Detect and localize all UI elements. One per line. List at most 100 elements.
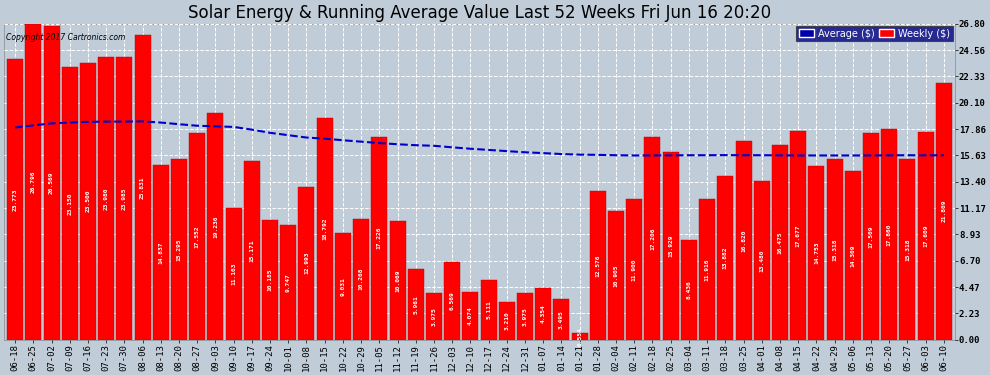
Text: 10.185: 10.185 xyxy=(267,268,272,291)
Bar xyxy=(790,131,806,340)
Bar xyxy=(827,159,842,340)
Text: 10.069: 10.069 xyxy=(395,269,400,292)
Text: 5.961: 5.961 xyxy=(413,295,418,314)
Text: 11.163: 11.163 xyxy=(231,263,237,285)
Text: 4.354: 4.354 xyxy=(541,305,545,324)
Bar xyxy=(627,200,643,340)
Text: 13.882: 13.882 xyxy=(723,247,728,269)
Text: Copyright 2017 Cartronics.com: Copyright 2017 Cartronics.com xyxy=(6,33,126,42)
Bar xyxy=(936,82,951,340)
Bar xyxy=(462,292,478,340)
Text: 10.268: 10.268 xyxy=(358,268,363,291)
Bar xyxy=(61,67,78,340)
Bar xyxy=(80,63,96,340)
Text: 14.309: 14.309 xyxy=(850,244,855,267)
Text: 0.554: 0.554 xyxy=(577,327,582,346)
Bar xyxy=(608,211,624,340)
Text: 5.111: 5.111 xyxy=(486,300,491,319)
Text: 9.031: 9.031 xyxy=(341,277,346,296)
Bar xyxy=(736,141,751,340)
Bar xyxy=(207,113,224,340)
Bar xyxy=(445,262,460,340)
Bar xyxy=(189,133,205,340)
Text: 23.773: 23.773 xyxy=(13,188,18,211)
Bar xyxy=(644,137,660,340)
Text: 12.576: 12.576 xyxy=(595,254,600,277)
Bar xyxy=(590,192,606,340)
Text: 3.975: 3.975 xyxy=(432,307,437,326)
Text: 15.171: 15.171 xyxy=(249,239,254,262)
Bar xyxy=(171,159,187,340)
Bar xyxy=(553,298,569,340)
Bar xyxy=(280,225,296,340)
Bar xyxy=(753,181,770,340)
Text: 17.226: 17.226 xyxy=(377,227,382,249)
Text: 16.475: 16.475 xyxy=(777,231,782,254)
Bar xyxy=(371,136,387,340)
Text: 12.993: 12.993 xyxy=(304,252,309,274)
Bar xyxy=(499,302,515,340)
Text: 17.609: 17.609 xyxy=(923,225,929,247)
Bar xyxy=(353,219,369,340)
Bar xyxy=(918,132,934,340)
Bar xyxy=(298,186,315,340)
Bar xyxy=(900,159,916,340)
Text: 19.236: 19.236 xyxy=(213,215,218,238)
Text: 17.552: 17.552 xyxy=(195,225,200,248)
Text: 10.905: 10.905 xyxy=(614,264,619,287)
Bar xyxy=(809,166,825,340)
Text: 17.509: 17.509 xyxy=(868,225,873,248)
Bar xyxy=(135,35,150,340)
Bar xyxy=(317,118,333,340)
Text: 14.753: 14.753 xyxy=(814,242,819,264)
Text: 8.436: 8.436 xyxy=(686,280,691,299)
Text: 3.495: 3.495 xyxy=(559,310,564,328)
Bar xyxy=(244,161,259,340)
Bar xyxy=(389,221,406,340)
Bar xyxy=(480,279,497,340)
Text: 15.318: 15.318 xyxy=(905,238,910,261)
Text: 15.295: 15.295 xyxy=(176,238,181,261)
Bar xyxy=(408,270,424,340)
Text: 23.500: 23.500 xyxy=(85,190,90,213)
Bar xyxy=(681,240,697,340)
Text: 11.916: 11.916 xyxy=(705,258,710,281)
Text: 26.796: 26.796 xyxy=(31,171,36,193)
Bar xyxy=(844,171,861,340)
Bar xyxy=(152,165,169,340)
Bar xyxy=(662,152,679,340)
Text: 26.569: 26.569 xyxy=(50,172,54,194)
Bar xyxy=(718,176,734,340)
Text: 17.677: 17.677 xyxy=(796,224,801,247)
Legend: Average ($), Weekly ($): Average ($), Weekly ($) xyxy=(797,26,952,42)
Text: 17.860: 17.860 xyxy=(887,223,892,246)
Text: 3.210: 3.210 xyxy=(504,312,509,330)
Bar xyxy=(262,220,278,340)
Text: 11.900: 11.900 xyxy=(632,258,637,281)
Text: 18.792: 18.792 xyxy=(322,218,327,240)
Text: 15.929: 15.929 xyxy=(668,235,673,257)
Text: 6.569: 6.569 xyxy=(449,292,454,310)
Bar xyxy=(699,199,715,340)
Bar xyxy=(517,293,533,340)
Text: 21.809: 21.809 xyxy=(941,200,946,222)
Bar xyxy=(44,27,59,340)
Text: 25.831: 25.831 xyxy=(140,176,146,199)
Text: 15.318: 15.318 xyxy=(833,238,838,261)
Text: 4.074: 4.074 xyxy=(468,306,473,325)
Bar xyxy=(7,59,23,340)
Text: 14.837: 14.837 xyxy=(158,241,163,264)
Bar xyxy=(226,208,242,340)
Bar xyxy=(426,293,442,340)
Text: 23.150: 23.150 xyxy=(67,192,72,214)
Bar xyxy=(536,288,551,340)
Title: Solar Energy & Running Average Value Last 52 Weeks Fri Jun 16 20:20: Solar Energy & Running Average Value Las… xyxy=(188,4,771,22)
Bar xyxy=(772,146,788,340)
Text: 16.820: 16.820 xyxy=(742,230,746,252)
Bar xyxy=(881,129,897,340)
Text: 3.975: 3.975 xyxy=(523,307,528,326)
Bar xyxy=(26,24,42,340)
Text: 23.980: 23.980 xyxy=(104,187,109,210)
Bar xyxy=(117,57,133,340)
Bar xyxy=(863,133,879,340)
